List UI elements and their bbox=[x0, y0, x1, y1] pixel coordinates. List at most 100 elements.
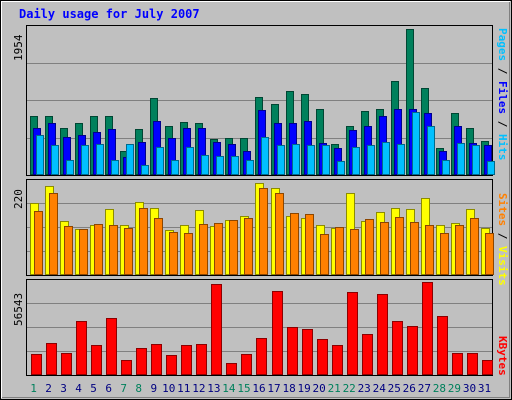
day-tick-label: 16 bbox=[252, 382, 265, 395]
legend-segment: Files bbox=[496, 81, 509, 115]
bar-kbytes-day-9 bbox=[151, 344, 162, 375]
hits-panel-legend: Pages / Files / Hits bbox=[496, 28, 509, 161]
bar-sites-day-26 bbox=[410, 222, 419, 275]
bar-pages-day-27 bbox=[427, 126, 435, 175]
bar-kbytes-day-16 bbox=[256, 338, 267, 375]
bar-pages-day-30 bbox=[472, 145, 480, 175]
bar-pages-day-25 bbox=[397, 144, 405, 175]
bar-pages-day-2 bbox=[51, 145, 59, 175]
bar-pages-day-31 bbox=[487, 161, 495, 175]
bar-pages-day-7 bbox=[126, 144, 134, 175]
kbytes-panel-max-label: 56543 bbox=[12, 292, 25, 326]
day-tick-label: 20 bbox=[312, 382, 325, 395]
bar-kbytes-day-20 bbox=[317, 339, 328, 375]
bar-kbytes-day-29 bbox=[452, 353, 463, 375]
bar-kbytes-day-11 bbox=[181, 345, 192, 375]
day-tick-label: 30 bbox=[463, 382, 476, 395]
chart-title: Daily usage for July 2007 bbox=[19, 7, 200, 21]
bar-sites-day-22 bbox=[350, 229, 359, 275]
bar-pages-day-6 bbox=[111, 160, 119, 175]
bar-sites-day-25 bbox=[395, 217, 404, 275]
bar-kbytes-day-30 bbox=[467, 353, 478, 375]
bar-kbytes-day-4 bbox=[76, 321, 87, 375]
kbytes-panel-legend: KBytes bbox=[496, 336, 509, 376]
bar-pages-day-3 bbox=[66, 160, 74, 175]
bar-sites-day-2 bbox=[49, 193, 58, 275]
bar-kbytes-day-10 bbox=[166, 355, 177, 375]
bar-pages-day-28 bbox=[442, 160, 450, 175]
day-tick-label: 22 bbox=[343, 382, 356, 395]
day-tick-label: 5 bbox=[90, 382, 97, 395]
bar-pages-day-13 bbox=[216, 156, 224, 175]
bar-pages-day-14 bbox=[231, 156, 239, 175]
day-tick-label: 25 bbox=[388, 382, 401, 395]
bar-pages-day-26 bbox=[412, 112, 420, 175]
day-tick-label: 31 bbox=[478, 382, 491, 395]
day-tick-label: 8 bbox=[135, 382, 142, 395]
day-tick-label: 2 bbox=[45, 382, 52, 395]
bar-pages-day-22 bbox=[352, 147, 360, 175]
bar-pages-day-20 bbox=[322, 145, 330, 175]
bar-kbytes-day-19 bbox=[302, 329, 313, 375]
day-tick-label: 11 bbox=[177, 382, 190, 395]
legend-segment: / bbox=[496, 61, 509, 81]
day-tick-label: 21 bbox=[328, 382, 341, 395]
day-tick-label: 9 bbox=[150, 382, 157, 395]
bar-pages-day-19 bbox=[307, 145, 315, 175]
bar-pages-day-24 bbox=[382, 142, 390, 175]
bar-sites-day-11 bbox=[184, 233, 193, 275]
bar-sites-day-27 bbox=[425, 225, 434, 275]
bar-kbytes-day-5 bbox=[91, 345, 102, 375]
visits-panel-max-label: 220 bbox=[12, 189, 25, 209]
bar-pages-day-5 bbox=[96, 144, 104, 175]
day-tick-label: 13 bbox=[207, 382, 220, 395]
bar-kbytes-day-17 bbox=[272, 291, 283, 375]
bar-pages-day-23 bbox=[367, 145, 375, 175]
bar-kbytes-day-27 bbox=[422, 282, 433, 375]
day-tick-label: 29 bbox=[448, 382, 461, 395]
day-tick-label: 18 bbox=[282, 382, 295, 395]
bar-sites-day-14 bbox=[229, 220, 238, 275]
bar-sites-day-10 bbox=[169, 232, 178, 275]
bar-sites-day-24 bbox=[380, 222, 389, 275]
bar-sites-day-15 bbox=[244, 218, 253, 275]
legend-segment: Pages bbox=[496, 28, 509, 62]
day-tick-label: 24 bbox=[373, 382, 387, 395]
bar-pages-day-17 bbox=[277, 145, 285, 175]
bar-kbytes-day-22 bbox=[347, 292, 358, 375]
bar-kbytes-day-8 bbox=[136, 348, 147, 375]
bar-sites-day-1 bbox=[34, 211, 43, 275]
bar-kbytes-day-6 bbox=[106, 318, 117, 375]
day-tick-label: 7 bbox=[120, 382, 127, 395]
bar-kbytes-day-31 bbox=[482, 360, 493, 375]
day-tick-label: 28 bbox=[433, 382, 446, 395]
bar-kbytes-day-1 bbox=[31, 354, 42, 375]
bar-sites-day-23 bbox=[365, 219, 374, 275]
bar-pages-day-1 bbox=[36, 135, 44, 175]
bar-pages-day-18 bbox=[292, 144, 300, 175]
bar-sites-day-30 bbox=[470, 218, 479, 275]
bar-sites-day-28 bbox=[440, 233, 449, 275]
legend-segment: Hits bbox=[496, 134, 509, 161]
day-tick-label: 1 bbox=[30, 382, 37, 395]
bar-pages-day-29 bbox=[457, 143, 465, 175]
bar-sites-day-17 bbox=[275, 193, 284, 275]
legend-segment: KBytes bbox=[496, 336, 509, 376]
bar-pages-day-8 bbox=[141, 165, 149, 175]
bar-sites-day-3 bbox=[64, 226, 73, 275]
legend-segment: / bbox=[496, 114, 509, 134]
bar-sites-day-21 bbox=[335, 227, 344, 275]
bar-sites-day-5 bbox=[94, 224, 103, 275]
bar-sites-day-18 bbox=[290, 213, 299, 275]
bar-kbytes-day-24 bbox=[377, 294, 388, 375]
hits-panel-max-label: 1954 bbox=[12, 34, 25, 62]
bar-kbytes-day-12 bbox=[196, 344, 207, 375]
day-tick-label: 3 bbox=[60, 382, 67, 395]
day-tick-label: 12 bbox=[192, 382, 205, 395]
bar-kbytes-day-26 bbox=[407, 326, 418, 375]
bar-pages-day-21 bbox=[337, 161, 345, 175]
bar-kbytes-day-13 bbox=[211, 284, 222, 375]
bar-pages-day-10 bbox=[171, 160, 179, 175]
